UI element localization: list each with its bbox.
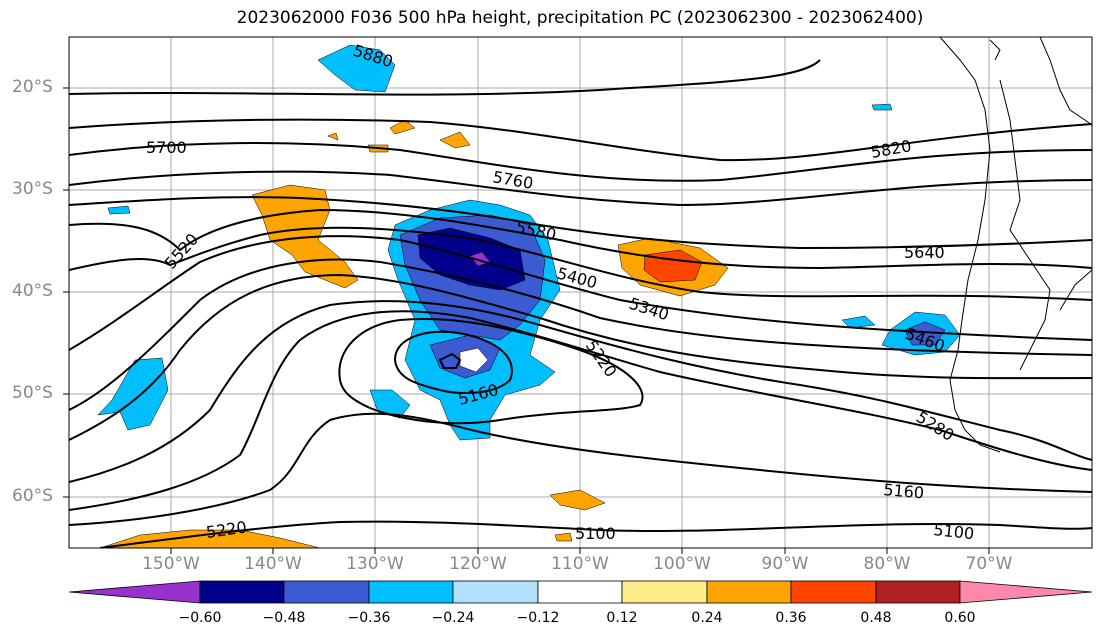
colorbar-segment	[537, 580, 623, 604]
precip-positive-south	[549, 489, 606, 511]
lon-label: 150°W	[142, 554, 200, 574]
precip-positive-small1	[389, 119, 416, 135]
precip-patch-east	[841, 315, 876, 329]
contour-label: 5160	[883, 480, 925, 502]
precip-patch-tiny	[871, 103, 893, 111]
precip-positive-small4	[327, 132, 339, 141]
lon-label: 120°W	[449, 554, 507, 574]
colorbar-segment	[706, 580, 792, 604]
lon-label: 100°W	[653, 554, 711, 574]
lon-label: 110°W	[551, 554, 609, 574]
colorbar-tick-label: −0.48	[262, 610, 306, 626]
colorbar-tick-label: 0.12	[606, 610, 638, 626]
map-title: 2023062000 F036 500 hPa height, precipit…	[236, 8, 924, 28]
lon-label: 130°W	[346, 554, 404, 574]
lon-label: 140°W	[244, 554, 302, 574]
contour-label: 5100	[933, 520, 975, 543]
colorbar-segment	[621, 580, 708, 604]
lon-label: 80°W	[863, 554, 911, 574]
colorbar-segment	[199, 580, 285, 604]
colorbar-tick-label: −0.12	[516, 610, 560, 626]
colorbar	[68, 580, 1093, 604]
colorbar-tick-label: 0.24	[691, 610, 723, 626]
contour-label: 5700	[146, 138, 187, 157]
precip-positive-small2	[439, 131, 471, 149]
colorbar-tick-label: 0.60	[944, 610, 976, 626]
precip-patch-small2	[107, 205, 131, 215]
colorbar-extend-right	[959, 580, 1093, 604]
height-contours	[69, 59, 1092, 548]
lon-label: 90°W	[761, 554, 809, 574]
contour-label: 5640	[904, 243, 945, 262]
lat-label: 40°S	[12, 281, 53, 301]
precip-patch-west	[97, 357, 169, 431]
lon-label: 70°W	[965, 554, 1013, 574]
tick-marks	[63, 87, 990, 554]
precip-patch-chile-core	[904, 321, 946, 346]
coastline	[939, 37, 1092, 453]
lat-label: 60°S	[12, 486, 53, 506]
colorbar-segment	[452, 580, 539, 604]
colorbar-tick-label: −0.60	[178, 610, 222, 626]
colorbar-segment	[790, 580, 877, 604]
lat-label: 50°S	[12, 383, 53, 403]
colorbar-tick-label: −0.24	[431, 610, 475, 626]
colorbar-tick-label: −0.36	[347, 610, 391, 626]
precip-patch-north	[317, 44, 396, 93]
precip-positive-s2	[554, 532, 573, 542]
precip-blob-neg-hole	[459, 347, 489, 373]
colorbar-segment	[368, 580, 454, 604]
contour-label: 5100	[575, 524, 616, 543]
gridlines	[69, 37, 1092, 548]
colorbar-extend-left	[68, 580, 201, 604]
colorbar-tick-label: 0.36	[775, 610, 807, 626]
colorbar-segment	[283, 580, 370, 604]
colorbar-tick-label: 0.48	[860, 610, 892, 626]
contour-label: 5520	[161, 230, 202, 273]
contour-label: 5340	[627, 294, 672, 325]
colorbar-segment	[875, 580, 961, 604]
lat-label: 20°S	[12, 77, 53, 97]
lat-label: 30°S	[12, 179, 53, 199]
